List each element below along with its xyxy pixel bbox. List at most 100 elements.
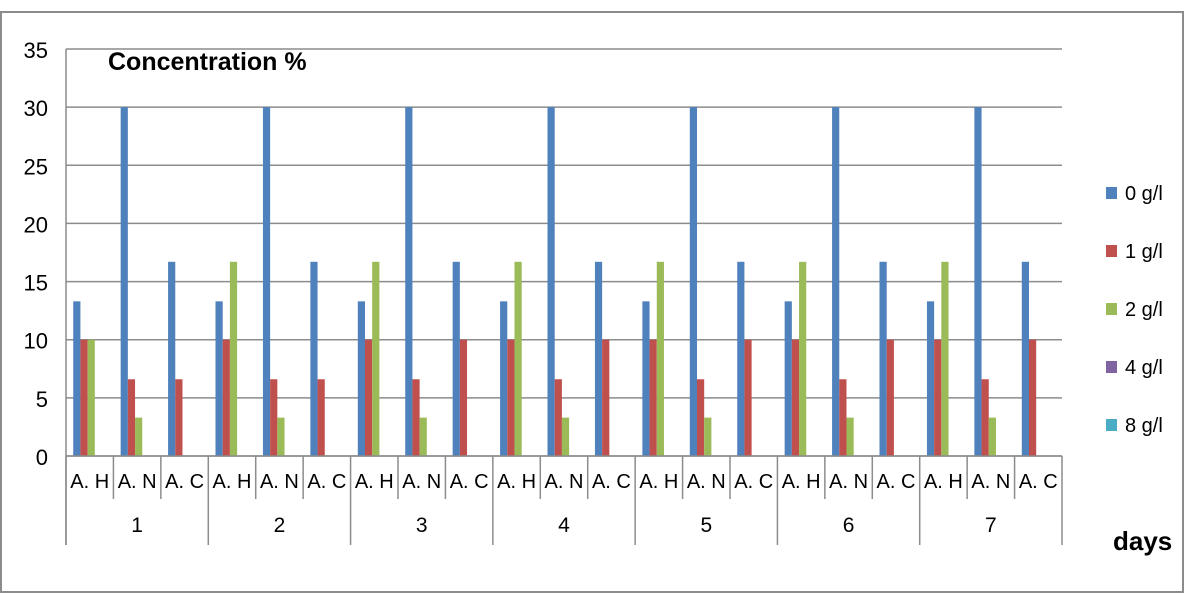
x-subcategory-label: A. H [924, 471, 963, 493]
bar [926, 301, 935, 456]
bar [689, 107, 697, 457]
bar [372, 261, 380, 456]
bar [981, 379, 989, 456]
bar [594, 261, 603, 456]
bar [879, 261, 887, 456]
x-day-label: 1 [131, 514, 143, 537]
bar [364, 339, 373, 456]
x-subcategory-label: A. N [687, 471, 726, 493]
x-subcategory-label: A. N [545, 471, 584, 493]
x-day-label: 5 [700, 514, 712, 537]
bar [270, 379, 278, 456]
legend-label: 8 g/l [1125, 415, 1163, 437]
x-axis-title: days [1113, 526, 1172, 556]
legend-label: 0 g/l [1125, 183, 1163, 205]
bar [744, 339, 752, 456]
bar [215, 301, 223, 456]
bar [934, 339, 942, 456]
bar [737, 261, 745, 456]
bar [561, 417, 570, 456]
bar [500, 301, 508, 456]
axes [65, 49, 1063, 545]
bar [277, 417, 285, 456]
legend-swatch [1106, 245, 1117, 257]
bar [357, 301, 365, 456]
x-subcategory-label: A. C [450, 471, 489, 493]
x-day-label: 6 [843, 514, 855, 537]
bar [222, 339, 230, 456]
bar [696, 379, 705, 456]
bar [127, 379, 136, 456]
x-day-label: 4 [558, 514, 570, 537]
bar [507, 339, 515, 456]
bar [846, 417, 854, 456]
bar [602, 339, 610, 456]
legend-label: 4 g/l [1125, 357, 1163, 379]
bar [649, 339, 657, 456]
y-tick-label: 20 [24, 212, 48, 237]
bar [405, 107, 413, 457]
bars [73, 107, 1037, 457]
x-subcategory-label: A. C [307, 471, 346, 493]
bar [262, 107, 271, 457]
bar [988, 417, 996, 456]
bar [1021, 261, 1029, 456]
x-day-label: 2 [274, 514, 286, 537]
x-day-label: 7 [985, 514, 997, 537]
bar [120, 107, 128, 457]
bar [886, 339, 894, 456]
x-subcategory-label: A. N [260, 471, 299, 493]
x-subcategory-label: A. N [118, 471, 157, 493]
bar [412, 379, 420, 456]
chart-title: Concentration % [108, 48, 307, 76]
bar [642, 301, 650, 456]
bar [452, 261, 460, 456]
x-subcategory-label: A. N [971, 471, 1010, 493]
x-subcategory-label: A. C [592, 471, 631, 493]
legend-label: 2 g/l [1125, 299, 1163, 321]
bar [175, 379, 183, 456]
bar [229, 261, 238, 456]
bar [87, 339, 95, 456]
y-tick-label: 5 [36, 387, 48, 412]
legend-label: 1 g/l [1125, 241, 1163, 263]
bar [974, 107, 982, 457]
legend-swatch [1106, 303, 1117, 315]
bar [839, 379, 847, 456]
chart-border [0, 11, 1184, 593]
x-subcategory-label: A. H [70, 471, 109, 493]
bar [704, 417, 712, 456]
legend-swatch [1106, 361, 1117, 373]
bar [135, 417, 143, 456]
x-subcategory-label: A. H [782, 471, 821, 493]
legend-swatch [1106, 419, 1117, 431]
x-subcategory-label: A. H [639, 471, 678, 493]
bar [73, 301, 81, 456]
bar [514, 261, 522, 456]
x-subcategory-label: A. C [1019, 471, 1058, 493]
y-tick-label: 30 [24, 96, 48, 121]
x-subcategory-label: A. H [355, 471, 394, 493]
legend: 0 g/l 1 g/l 2 g/l 4 g/l 8 g/l [1106, 183, 1163, 437]
y-tick-label: 35 [24, 38, 48, 63]
x-subcategory-label: A. N [402, 471, 441, 493]
bar [799, 261, 807, 456]
x-subcategory-label: A. C [734, 471, 773, 493]
bar [784, 301, 792, 456]
y-tick-label: 15 [24, 271, 48, 296]
x-subcategory-label: A. C [877, 471, 916, 493]
bar [791, 339, 800, 456]
y-tick-label: 0 [36, 445, 48, 470]
y-tick-label: 10 [24, 329, 48, 354]
bar [459, 339, 468, 456]
bar [168, 261, 176, 456]
x-subcategory-label: A. H [213, 471, 252, 493]
x-subcategory-label: A. H [497, 471, 536, 493]
bar [80, 339, 88, 456]
bar [317, 379, 325, 456]
x-subcategory-label: A. N [829, 471, 868, 493]
bar [554, 379, 562, 456]
x-subcategory-label: A. C [165, 471, 204, 493]
